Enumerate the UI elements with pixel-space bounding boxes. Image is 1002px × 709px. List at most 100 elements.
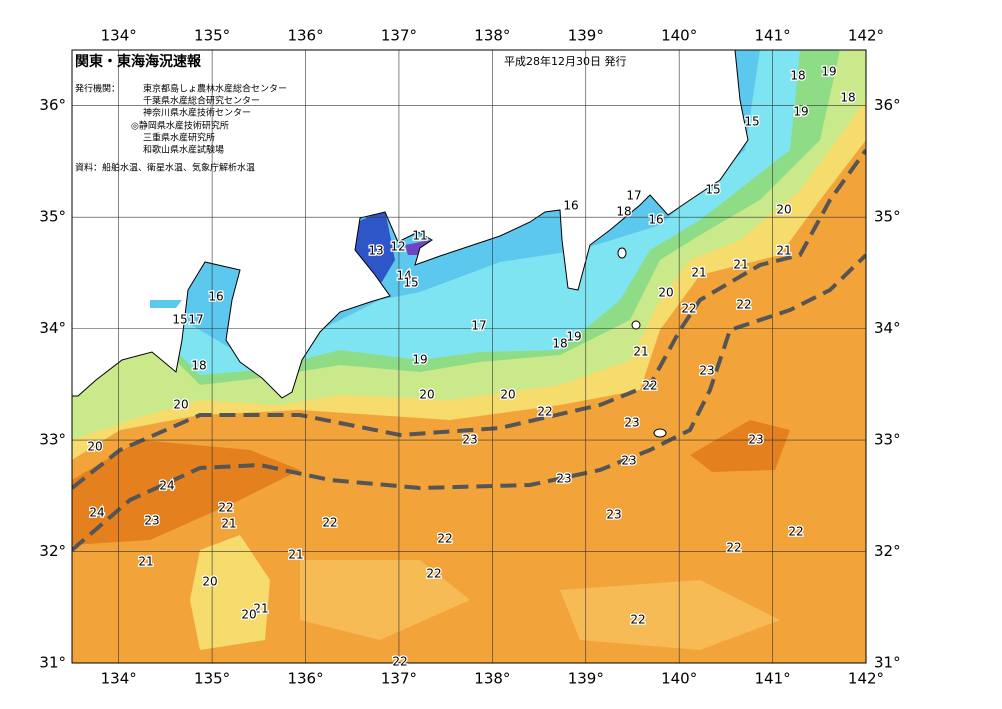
contour-label: 16 <box>648 213 663 227</box>
issuer: 神奈川県水産技術センター <box>143 107 251 119</box>
title: 関東・東海海況速報 <box>75 53 202 70</box>
contour-label: 19 <box>566 330 581 344</box>
contour-label: 12 <box>390 240 405 254</box>
contour-label: 18 <box>616 205 631 219</box>
x-tick-label: 142° <box>848 670 884 688</box>
contour-label: 15 <box>705 183 720 197</box>
contour-label: 21 <box>633 345 648 359</box>
contour-label: 21 <box>733 258 748 272</box>
sea-23-core <box>690 420 790 472</box>
y-tick-label: 31° <box>874 654 901 672</box>
contour-label: 22 <box>726 541 741 555</box>
contour-label: 17 <box>188 313 203 327</box>
x-tick-label: 141° <box>755 670 791 688</box>
x-tick-label: 140° <box>661 670 697 688</box>
y-tick-label: 33° <box>874 431 901 449</box>
contour-label: 23 <box>556 472 571 486</box>
y-tick-label: 35° <box>874 208 901 226</box>
contour-label: 21 <box>253 602 268 616</box>
contour-label: 22 <box>788 525 803 539</box>
contour-label: 23 <box>144 514 159 528</box>
contour-label: 23 <box>606 508 621 522</box>
contour-label: 15 <box>403 276 418 290</box>
x-tick-label: 135° <box>194 27 230 45</box>
contour-label: 22 <box>322 516 337 530</box>
sea-20 <box>190 535 270 650</box>
contour-label: 22 <box>736 298 751 312</box>
data-source: 資料：船舶水温、衛星水温、気象庁解析水温 <box>75 162 255 174</box>
contour-label: 16 <box>563 199 578 213</box>
contour-label: 18 <box>191 359 206 373</box>
contour-label: 14 <box>396 269 411 283</box>
contour-label: 22 <box>537 405 552 419</box>
y-tick-label: 32° <box>874 542 901 560</box>
x-tick-label: 142° <box>848 27 884 45</box>
contour-label: 20 <box>87 440 102 454</box>
contour-label: 15 <box>744 115 759 129</box>
contour-label: 22 <box>392 655 407 669</box>
contour-label: 17 <box>471 319 486 333</box>
issue-date: 平成28年12月30日 発行 <box>504 54 627 68</box>
x-tick-label: 140° <box>661 27 697 45</box>
contour-label: 19 <box>793 105 808 119</box>
y-tick-label: 33° <box>39 431 66 449</box>
contour-label: 18 <box>552 337 567 351</box>
contour-label: 21 <box>221 517 236 531</box>
x-tick-label: 138° <box>474 27 510 45</box>
y-tick-label: 34° <box>874 319 901 337</box>
issuer-label: 発行機関： <box>75 83 120 95</box>
island <box>617 247 627 259</box>
contour-label: 22 <box>681 302 696 316</box>
land <box>72 50 749 399</box>
kuroshio-axis <box>72 253 866 552</box>
island <box>653 428 667 438</box>
map-frame <box>71 49 867 664</box>
contour-label: 23 <box>699 364 714 378</box>
y-tick-label: 35° <box>39 208 66 226</box>
contour-label: 20 <box>419 388 434 402</box>
contour-label: 22 <box>630 613 645 627</box>
contour-label: 18 <box>790 69 805 83</box>
contour-label: 22 <box>426 567 441 581</box>
contour-label: 20 <box>173 398 188 412</box>
issuer: 三重県水産研究所 <box>143 132 215 144</box>
contour-label: 22 <box>437 532 452 546</box>
contour-label: 24 <box>89 506 104 520</box>
x-tick-label: 137° <box>381 670 417 688</box>
issuer: ◎静岡県水産技術研究所 <box>131 120 229 132</box>
contour-label: 23 <box>748 433 763 447</box>
y-tick-label: 36° <box>39 96 66 114</box>
contour-label: 23 <box>462 433 477 447</box>
issuer: 千葉県水産総合研究センター <box>143 95 260 107</box>
contour-label: 21 <box>288 548 303 562</box>
contour-label: 23 <box>624 416 639 430</box>
x-tick-label: 134° <box>101 670 137 688</box>
contour-label: 21 <box>691 266 706 280</box>
y-tick-label: 36° <box>874 96 901 114</box>
sea-22 <box>300 560 470 640</box>
x-tick-label: 139° <box>568 670 604 688</box>
contour-label: 11 <box>412 229 427 243</box>
y-tick-label: 34° <box>39 319 66 337</box>
contour-label: 15 <box>172 313 187 327</box>
island <box>631 320 641 330</box>
x-tick-label: 134° <box>101 27 137 45</box>
x-tick-label: 141° <box>755 27 791 45</box>
contour-label: 20 <box>202 575 217 589</box>
sea-temperature <box>72 50 866 663</box>
x-tick-label: 136° <box>287 670 323 688</box>
contour-label: 20 <box>241 608 256 622</box>
contour-label: 22 <box>642 379 657 393</box>
issuer: 和歌山県水産試験場 <box>143 144 224 156</box>
kuroshio-axis <box>72 148 866 490</box>
contour-label: 17 <box>626 189 641 203</box>
y-tick-label: 32° <box>39 542 66 560</box>
issuer: 東京都島しょ農林水産総合センター <box>143 83 287 95</box>
contour-label: 24 <box>159 479 174 493</box>
contour-label: 21 <box>776 244 791 258</box>
contour-label: 18 <box>840 91 855 105</box>
contour-label: 20 <box>500 388 515 402</box>
contour-label: 16 <box>208 290 223 304</box>
